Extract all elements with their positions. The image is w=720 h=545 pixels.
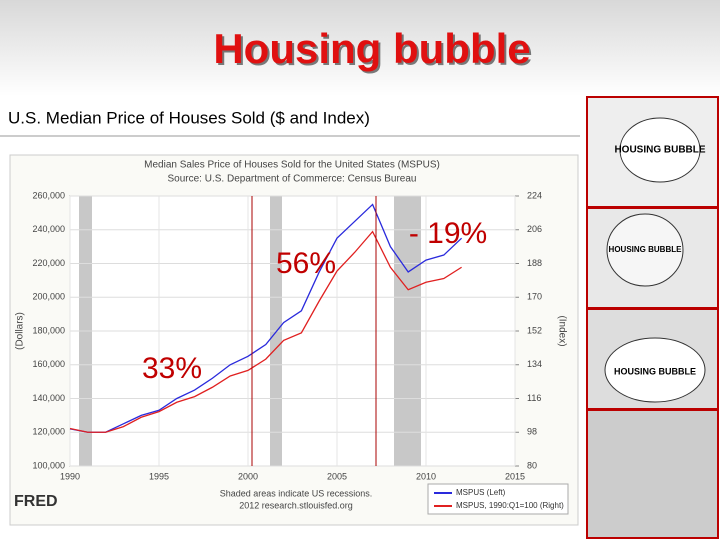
x-tick-label: 1995: [149, 471, 169, 481]
bubble: [604, 337, 706, 403]
bubble: [606, 213, 684, 287]
legend-label: MSPUS, 1990:Q1=100 (Right): [456, 501, 564, 510]
legend: [427, 483, 569, 515]
y-tick-label: 140,000: [32, 393, 65, 403]
y-tick-label: 180,000: [32, 325, 65, 335]
legend-label: MSPUS (Left): [456, 488, 506, 497]
x-tick-label: 2005: [327, 471, 347, 481]
y2-tick-label: 116: [527, 393, 541, 403]
title-shadow: Housing bubble: [215, 27, 532, 74]
cartoon: [586, 409, 719, 539]
y2-tick-label: 98: [527, 427, 537, 437]
y-tick-label: 120,000: [32, 427, 65, 437]
y2-tick-label: 224: [527, 190, 542, 200]
y-tick-label: 220,000: [32, 258, 65, 268]
plot: 100,000 120,000 140,000 160,000 180,000 200,0…: [32, 190, 542, 481]
credit: 2012 research.stlouisfed.org: [239, 500, 353, 510]
chart-title: Median Sales Price of Houses Sold for th…: [144, 160, 440, 171]
y2-tick-label: 80: [527, 460, 537, 470]
series-line: [69, 230, 462, 433]
chart-subtitle: Source: U.S. Department of Commerce: Cen…: [168, 174, 417, 185]
y-tick-label: 100,000: [32, 460, 65, 470]
annotation: 56%: [276, 247, 336, 280]
slide-subtitle: U.S. Median Price of Houses Sold ($ and …: [8, 108, 370, 127]
bubble: [619, 117, 701, 183]
y2-tick-label: 170: [527, 292, 542, 302]
y-tick-label: 160,000: [32, 359, 65, 369]
image-text: HOUSING BUBBLE: [614, 366, 696, 376]
image-text: HOUSING BUBBLE: [614, 145, 705, 156]
y-tick-label: 260,000: [32, 190, 65, 200]
y-tick-label: 200,000: [32, 292, 65, 302]
brand: FRED: [14, 493, 58, 510]
image-text: HOUSING BUBBLE: [609, 245, 683, 254]
x-tick-label: 2015: [505, 471, 525, 481]
series-line: [69, 203, 463, 433]
y2-tick-label: 134: [527, 359, 542, 369]
x-tick-label: 1990: [60, 471, 80, 481]
y-label: (Dollars): [15, 312, 26, 350]
y2-tick-label: 152: [527, 325, 542, 335]
y2-tick-label: 188: [527, 258, 542, 268]
header-band: [0, 0, 720, 96]
footnote: Shaded areas indicate US recessions.: [220, 488, 373, 498]
y-tick-label: 240,000: [32, 224, 65, 234]
x-tick-label: 2010: [416, 471, 436, 481]
y2-tick-label: 206: [527, 224, 542, 234]
x-tick-label: 2000: [238, 471, 258, 481]
annotation: - 19%: [409, 217, 487, 250]
image-column: HOUSING BUBBLE HOUSING BUBBLE HOUSING BU…: [586, 96, 719, 539]
annotation: 33%: [142, 352, 202, 385]
slide-title: Housing bubble: [213, 25, 530, 72]
y2-label: (Index): [556, 315, 567, 346]
